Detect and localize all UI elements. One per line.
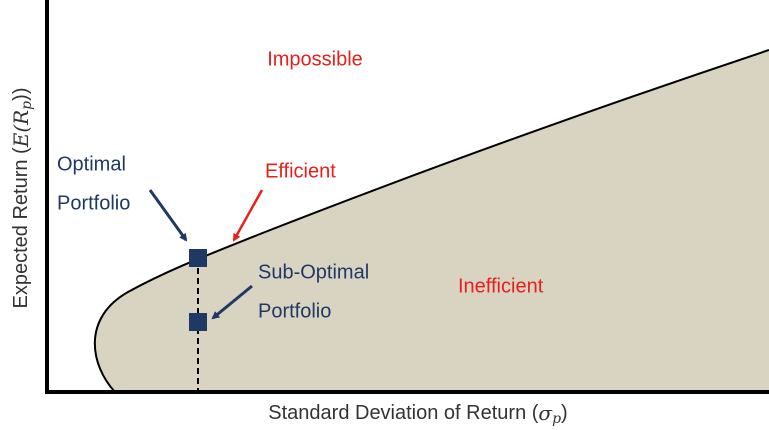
x-axis-sub: p bbox=[552, 411, 561, 427]
sub-optimal-label: Sub-Optimal bbox=[258, 261, 369, 283]
optimal-point bbox=[189, 249, 207, 267]
x-axis-text: Standard Deviation of Return ( bbox=[268, 402, 538, 424]
y-axis-math: E(R bbox=[9, 110, 33, 148]
sub-optimal-label: Portfolio bbox=[258, 300, 331, 322]
x-axis-math: σ bbox=[538, 401, 553, 425]
efficient-frontier bbox=[93, 49, 769, 393]
inefficient-label: Inefficient bbox=[458, 275, 544, 297]
x-axis-label: Standard Deviation of Return (σp) bbox=[268, 401, 567, 428]
y-axis-label: Expected Return (E(Rp)) bbox=[9, 88, 36, 309]
x-axis-text: ) bbox=[561, 402, 568, 424]
y-axis-sub: p bbox=[19, 101, 35, 110]
sub-optimal-point bbox=[189, 313, 207, 331]
efficient-label: Efficient bbox=[265, 160, 336, 182]
efficient-arrow bbox=[232, 189, 264, 242]
impossible-label: Impossible bbox=[267, 48, 363, 70]
optimal-arrow bbox=[148, 189, 188, 242]
optimal-label: Portfolio bbox=[57, 192, 130, 214]
y-axis-text: Expected Return ( bbox=[10, 147, 32, 309]
sub-optimal-arrow bbox=[211, 284, 253, 320]
inefficient-region bbox=[94, 50, 769, 392]
optimal-label: Optimal bbox=[57, 153, 126, 175]
y-axis-text: )) bbox=[10, 88, 32, 101]
